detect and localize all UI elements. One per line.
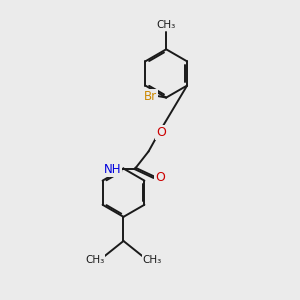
- Text: CH₃: CH₃: [143, 255, 162, 265]
- Text: CH₃: CH₃: [85, 255, 104, 265]
- Text: CH₃: CH₃: [157, 20, 176, 30]
- Text: O: O: [155, 172, 165, 184]
- Text: O: O: [156, 126, 166, 140]
- Text: NH: NH: [103, 163, 121, 176]
- Text: Br: Br: [143, 90, 157, 103]
